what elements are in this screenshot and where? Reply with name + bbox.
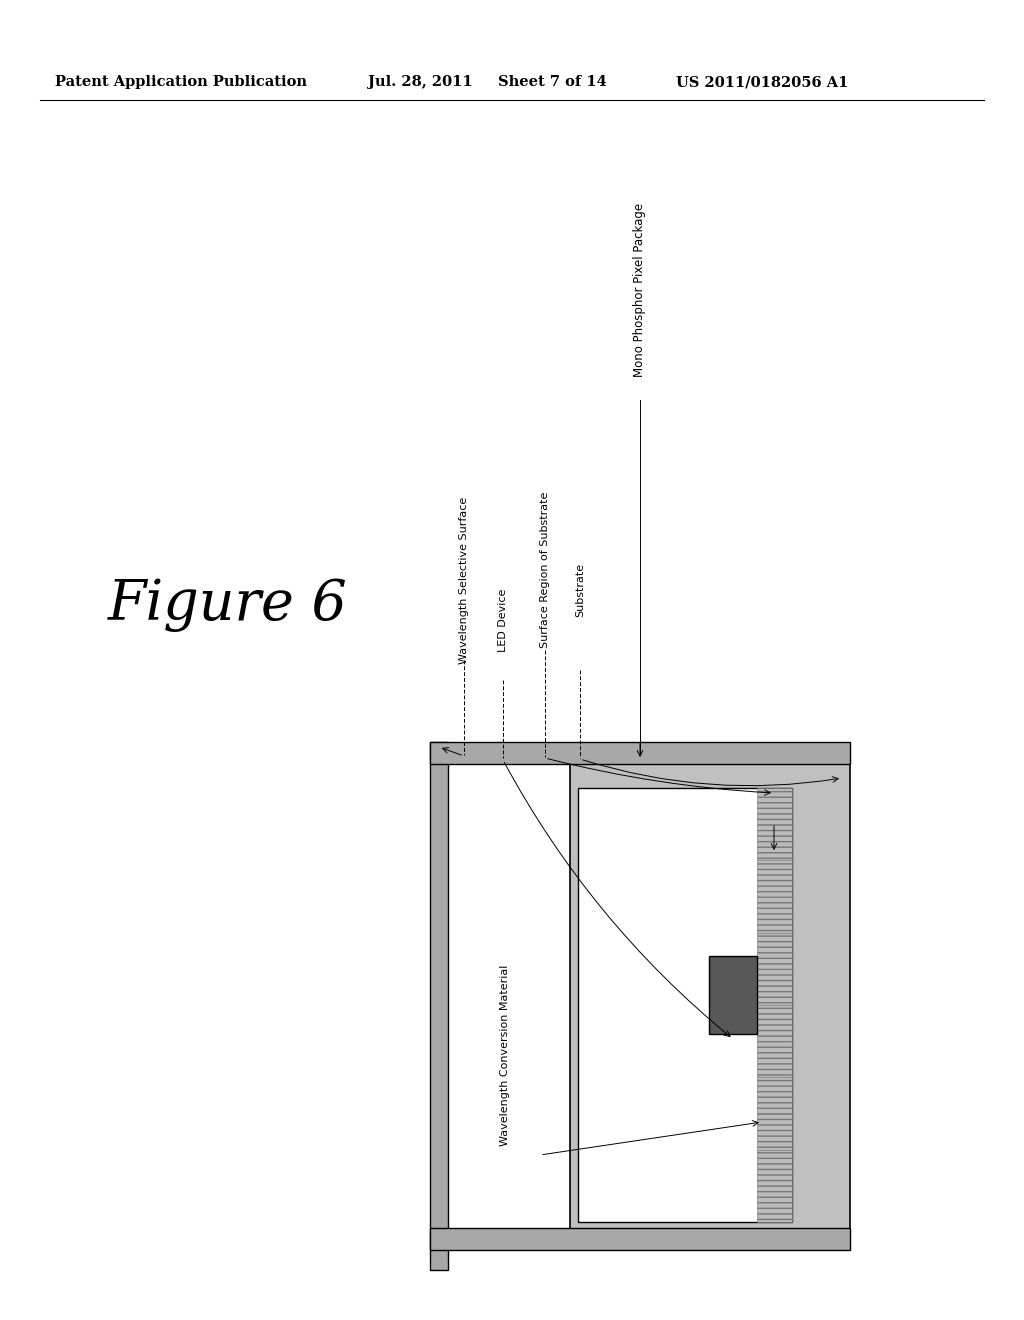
Text: Patent Application Publication: Patent Application Publication (55, 75, 307, 88)
Bar (757, 788, 792, 824)
Bar (430, 742, 449, 1270)
Bar (578, 788, 792, 1222)
Text: Substrate: Substrate (575, 562, 585, 616)
Text: Figure 6: Figure 6 (108, 578, 348, 632)
Text: US 2011/0182056 A1: US 2011/0182056 A1 (676, 75, 848, 88)
Bar (757, 1077, 792, 1114)
Bar (757, 896, 792, 933)
Text: Sheet 7 of 14: Sheet 7 of 14 (498, 75, 607, 88)
Bar (757, 1150, 792, 1185)
Bar (757, 1005, 792, 1041)
Text: Wavelength Selective Surface: Wavelength Selective Surface (459, 496, 469, 664)
Bar (709, 956, 757, 1034)
Bar (757, 969, 792, 1005)
Bar (757, 1185, 792, 1222)
Bar (430, 1228, 850, 1250)
Bar (757, 933, 792, 969)
Text: Jul. 28, 2011: Jul. 28, 2011 (368, 75, 473, 88)
Bar (757, 824, 792, 861)
Text: Wavelength Conversion Material: Wavelength Conversion Material (500, 965, 510, 1146)
Bar (570, 760, 850, 1250)
Bar (757, 861, 792, 896)
Text: LED Device: LED Device (498, 589, 508, 652)
Bar (757, 1114, 792, 1150)
Text: Surface Region of Substrate: Surface Region of Substrate (540, 492, 550, 648)
Text: Mono Phosphor Pixel Package: Mono Phosphor Pixel Package (634, 203, 646, 378)
Bar (757, 1041, 792, 1077)
Bar (430, 742, 850, 764)
